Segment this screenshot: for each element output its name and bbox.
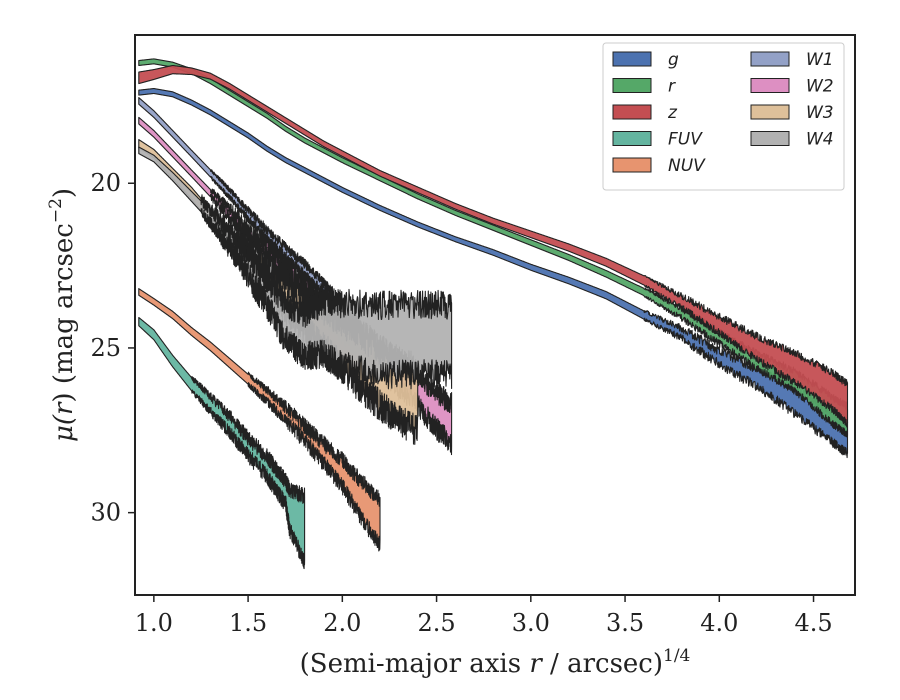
x-axis-label: (Semi-major axis r / arcsec)1/4	[300, 646, 691, 679]
x-axis-ticks: 1.0 1.5 2.0 2.5 3.0 3.5 4.0 4.5	[135, 595, 833, 637]
legend-entry-w2: W2	[750, 77, 834, 97]
legend-swatch	[612, 131, 652, 146]
legend-label: W1	[806, 50, 834, 70]
legend-label: FUV	[668, 130, 703, 150]
legend-label: W3	[806, 103, 834, 123]
x-tick-label: 1.5	[229, 609, 267, 637]
legend-label: W4	[806, 130, 834, 150]
legend-swatch	[750, 104, 790, 120]
legend-label: NUV	[668, 156, 706, 176]
legend: grz FUV NUV W1 W2 W3 W4	[602, 42, 845, 191]
x-tick-label: 4.5	[794, 609, 832, 637]
legend-entry-g: g	[612, 50, 679, 70]
legend-entry-w1: W1	[750, 50, 834, 70]
y-tick-label: 25	[90, 334, 121, 362]
legend-swatch	[750, 131, 790, 146]
y-tick-label: 20	[90, 169, 121, 197]
legend-swatch	[612, 157, 652, 173]
legend-entry-nuv: NUV	[612, 156, 706, 176]
legend-entry-fuv: FUV	[612, 130, 703, 150]
plot-frame	[134, 34, 856, 596]
series-band-fuv	[138, 316, 306, 570]
legend-entry-w4: W4	[750, 130, 834, 150]
series-band-w4	[138, 146, 453, 390]
legend-label: r	[668, 77, 676, 97]
legend-entry-w3: W3	[750, 103, 834, 123]
y-axis-ticks: 20 25 30	[90, 169, 135, 527]
legend-label: g	[668, 50, 679, 70]
legend-swatch	[612, 51, 652, 67]
series-band-r	[138, 58, 849, 438]
x-tick-label: 3.5	[606, 609, 644, 637]
legend-swatch	[750, 78, 790, 93]
legend-entry-r: r	[612, 77, 676, 97]
series-band-nuv	[138, 288, 381, 552]
series-band-z	[138, 64, 849, 428]
x-tick-label: 4.0	[700, 609, 738, 637]
x-tick-label: 3.0	[512, 609, 550, 637]
y-axis-label: μ(r) (mag arcsec−2)	[46, 188, 79, 442]
series-band-g	[138, 87, 849, 459]
legend-label: z	[667, 103, 678, 123]
legend-label: W2	[806, 77, 834, 97]
legend-swatch	[612, 78, 652, 93]
y-tick-label: 30	[90, 499, 121, 527]
legend-swatch	[750, 51, 790, 67]
x-tick-label: 2.5	[417, 609, 455, 637]
x-tick-label: 2.0	[323, 609, 361, 637]
series-layer	[138, 58, 849, 570]
legend-swatch	[612, 104, 652, 120]
legend-entry-z: z	[612, 103, 678, 123]
x-tick-label: 1.0	[135, 609, 173, 637]
